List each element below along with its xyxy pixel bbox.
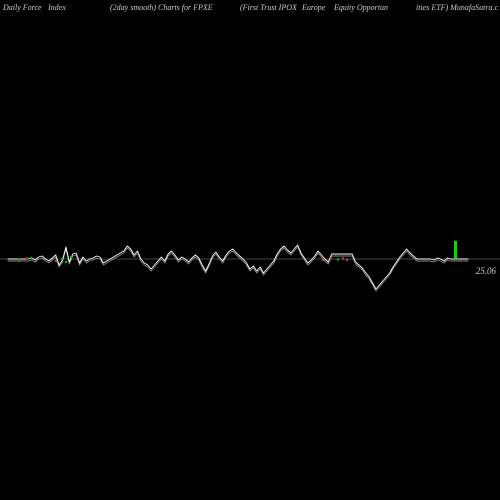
header-text: Europe (302, 3, 325, 12)
header-text: (First Trust IPOX (240, 3, 297, 12)
header-text: Equity Opportun (334, 3, 388, 12)
header-text: Index (48, 3, 66, 12)
force-index-chart (0, 14, 500, 500)
header-text: Daily Force (3, 3, 42, 12)
last-value-label: 25.06 (476, 266, 496, 276)
header-text: (2day smooth) Charts for FPXE (110, 3, 213, 12)
chart-header: Daily Force Index (2day smooth) Charts for… (0, 0, 500, 14)
chart-area: 25.06 (0, 14, 500, 500)
header-text: ities ETF) MunafaSutra.c (416, 3, 498, 12)
